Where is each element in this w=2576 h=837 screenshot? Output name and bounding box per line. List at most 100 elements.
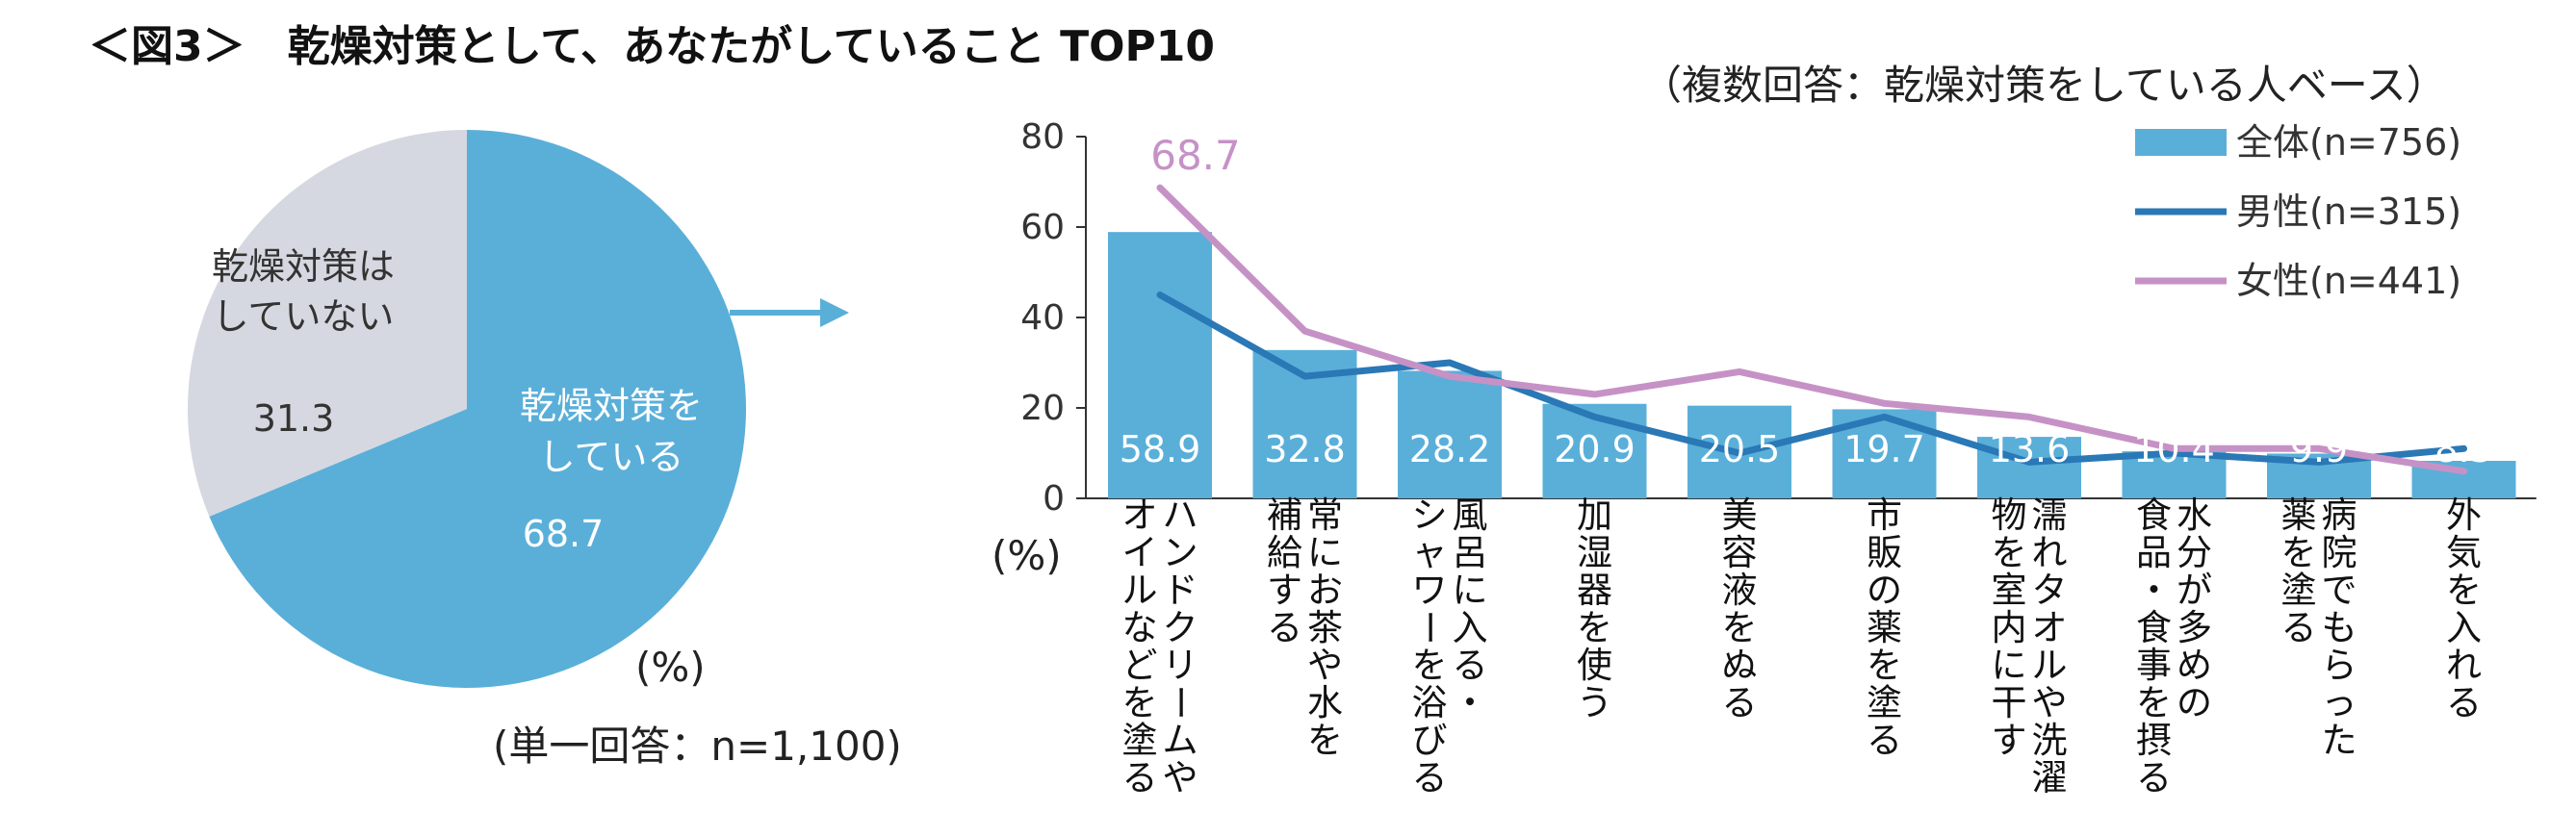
category-label-char: 食 [2136, 607, 2172, 648]
category-label-char: 濯 [2032, 757, 2068, 799]
category-label-char: 容 [1722, 532, 1758, 573]
category-label-char: 風 [1453, 495, 1488, 536]
y-unit-label: (%) [992, 532, 1062, 579]
bar-value-label: 28.2 [1409, 428, 1491, 470]
category-label-char: 塗 [1867, 682, 1902, 723]
bar [1398, 370, 1502, 498]
category-label-char: 摂 [2136, 720, 2172, 761]
category-label-char: に [1307, 532, 1343, 573]
category-label-char: を [1992, 532, 2027, 573]
category-label-char: ー [1408, 610, 1450, 646]
bar-value-label: 13.6 [1989, 428, 2071, 470]
category-label-char: る [2281, 607, 2317, 648]
category-label-char: 水 [1307, 682, 1343, 723]
bar-value-label: 32.8 [1264, 428, 1346, 470]
category-label-char: 水 [2177, 495, 2212, 536]
category-label-char: ら [2322, 645, 2357, 686]
category-label-char: び [1412, 720, 1448, 761]
y-tick-label: 0 [1043, 479, 1065, 519]
category-label-char: す [1992, 720, 2027, 761]
category-label-char: ル [2032, 645, 2068, 686]
legend-male-label: 男性(n=315) [2236, 190, 2461, 233]
bar-basis-note: （複数回答：乾燥対策をしている人ベース） [1641, 62, 2447, 109]
category-label-char: で [2322, 570, 2357, 611]
legend-all-swatch [2135, 129, 2227, 156]
category-label-char: タ [2032, 570, 2068, 611]
pie-slice-no [188, 130, 467, 517]
category-label-char: や [1163, 757, 1198, 799]
category-label-char: も [2322, 607, 2357, 648]
bar [1977, 437, 2081, 498]
category-label-char: っ [2322, 682, 2357, 723]
category-label-char: 給 [1267, 532, 1302, 573]
category-label-char: ワ [1412, 570, 1448, 611]
category-label-char: す [1267, 570, 1302, 611]
pie-unit-label: (%) [635, 644, 706, 691]
category-label-char: 呂 [1453, 532, 1488, 573]
category-label-char: 気 [2446, 532, 2482, 573]
category-label-char: 品 [2136, 532, 2172, 573]
category-label-char: う [1577, 682, 1612, 723]
bar-value-label: 58.9 [1120, 428, 1201, 470]
category-label-char: 分 [2177, 532, 2212, 573]
category-label-char: 干 [1992, 682, 2027, 723]
y-tick-label: 80 [1020, 117, 1065, 157]
category-label-char: を [1867, 645, 1902, 686]
category-label-char: 洗 [2032, 720, 2068, 761]
pie-label-no-line2: していない [213, 295, 395, 338]
category-label-char: め [2177, 645, 2212, 686]
female-peak-label: 68.7 [1150, 132, 1241, 179]
category-label-char: の [2177, 682, 2212, 723]
category-label-char: に [1453, 570, 1488, 611]
bar-line-chart: （複数回答：乾燥対策をしている人ベース） 0 20 40 60 80 (%) 58.9 3… [992, 62, 2537, 799]
category-label-char: 補 [1267, 495, 1302, 536]
category-label-char: 美 [1722, 495, 1758, 536]
category-label-char: ・ [1453, 682, 1488, 723]
bar [2122, 451, 2227, 498]
category-label-char: を [2446, 570, 2482, 611]
category-label-char: ド [1163, 570, 1198, 611]
category-label-char: ぬ [1722, 645, 1758, 686]
category-label-char: ン [1163, 532, 1198, 573]
category-label-char: 加 [1577, 495, 1612, 536]
category-label-char: る [1267, 607, 1302, 648]
category-label-char: や [2032, 682, 2068, 723]
category-label-char: な [1122, 607, 1158, 648]
pie-value-no: 31.3 [253, 397, 335, 440]
category-label-char: お [1307, 570, 1343, 611]
category-label-char: 湿 [1577, 532, 1612, 573]
category-labels: ハンドクリームやオイルなどを塗る常にお茶や水を補給する風呂に入る・シャワーを浴び… [1122, 495, 2483, 799]
legend: 全体(n=756) 男性(n=315) 女性(n=441) [2135, 121, 2461, 302]
pie-chart: 乾燥対策を している 68.7 乾燥対策は していない 31.3 (%) (単一… [188, 130, 902, 770]
pie-label-yes-line2: している [539, 436, 684, 478]
category-label-char: や [1307, 645, 1343, 686]
bar-value-label: 9.9 [2290, 428, 2348, 470]
category-label-char: ル [1122, 570, 1158, 611]
category-label-char: の [1867, 570, 1902, 611]
category-label-char: を [2136, 682, 2172, 723]
category-label-char: れ [2446, 645, 2482, 686]
category-label-char: 販 [1867, 532, 1902, 573]
category-label-char: オ [1122, 495, 1158, 536]
pie-label-no-line1: 乾燥対策は [212, 245, 395, 288]
category-label-char: シ [1412, 495, 1448, 536]
male-line [1156, 292, 2467, 466]
category-label-char: 外 [2446, 495, 2482, 536]
category-label-char: る [2446, 682, 2482, 723]
bar-value-label: 20.5 [1699, 428, 1781, 470]
category-label-char: ー [1159, 685, 1200, 721]
category-label-char: 内 [1992, 607, 2027, 648]
category-label-char: 塗 [2281, 570, 2317, 611]
bar [1108, 232, 1212, 499]
category-label-char: を [1307, 720, 1343, 761]
category-label-char: が [2177, 570, 2212, 611]
category-label-char: を [2281, 532, 2317, 573]
y-tick-label: 40 [1020, 298, 1065, 338]
